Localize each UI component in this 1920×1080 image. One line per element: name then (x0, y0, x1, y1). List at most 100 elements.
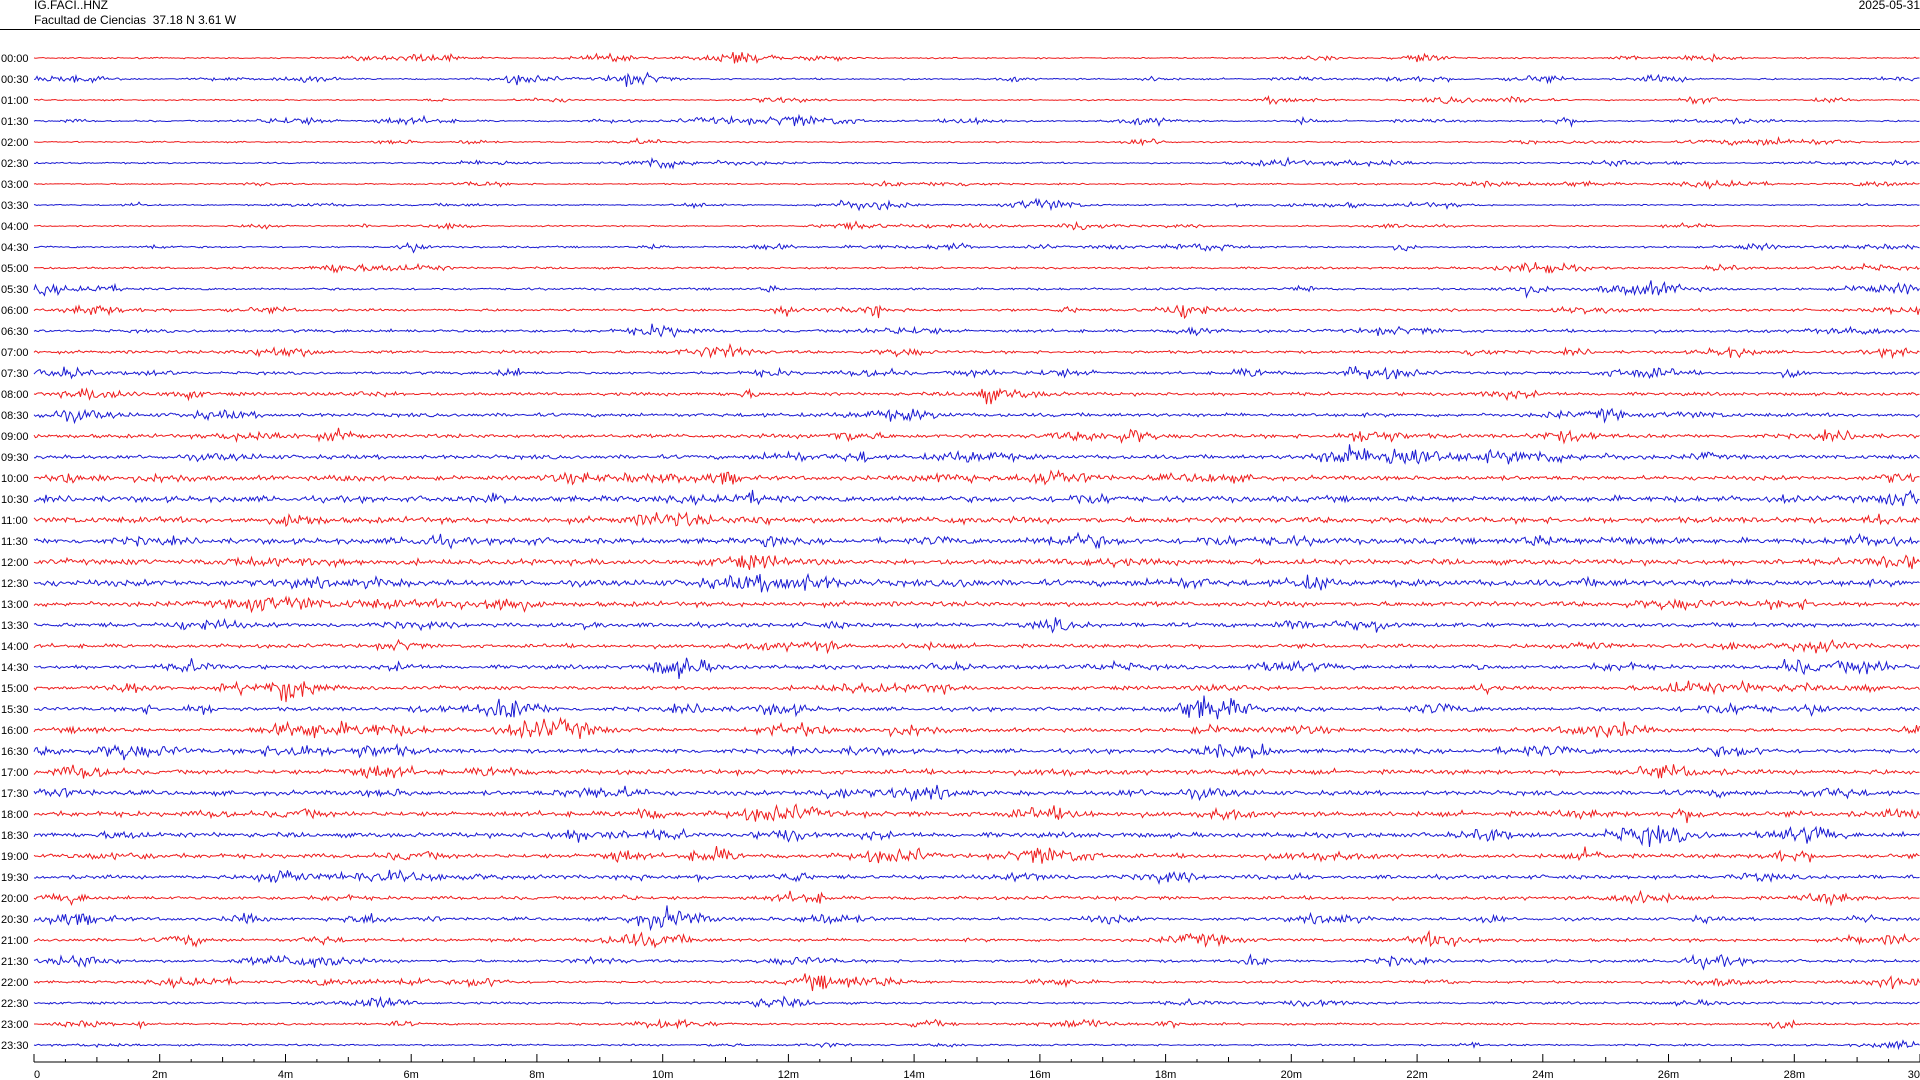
row-label: 20:30 (1, 914, 29, 926)
trace-0700 (33, 342, 1920, 360)
row-label: 14:00 (1, 641, 29, 653)
row-label: 03:00 (1, 179, 29, 191)
trace-2130 (33, 953, 1920, 971)
row-label: 02:30 (1, 158, 29, 170)
trace-0000 (33, 51, 1920, 65)
row-label: 16:30 (1, 746, 29, 758)
trace-1030 (33, 489, 1920, 507)
row-label: 04:30 (1, 242, 29, 254)
trace-0430 (33, 241, 1920, 254)
row-label: 15:00 (1, 683, 29, 695)
row-label: 18:30 (1, 830, 29, 842)
row-label: 07:30 (1, 368, 29, 380)
row-label: 05:30 (1, 284, 29, 296)
trace-group (33, 51, 1920, 1051)
trace-1100 (33, 511, 1920, 528)
trace-1800 (33, 803, 1920, 824)
row-label: 08:30 (1, 410, 29, 422)
row-label: 12:00 (1, 557, 29, 569)
trace-1730 (33, 784, 1920, 803)
row-label: 18:00 (1, 809, 29, 821)
x-tick-label: 28m (1784, 1069, 1805, 1080)
row-label: 04:00 (1, 221, 29, 233)
x-tick-label: 20m (1281, 1069, 1302, 1080)
row-label: 13:30 (1, 620, 29, 632)
trace-0030 (33, 71, 1920, 87)
trace-2000 (33, 889, 1920, 907)
record-date: 2025-05-31 (1858, 0, 1920, 12)
trace-0800 (33, 387, 1920, 405)
trace-0600 (33, 304, 1920, 320)
row-label: 19:00 (1, 851, 29, 863)
header: IG.FACI..HNZ Facultad de Ciencias 37.18 … (0, 0, 1920, 30)
row-label: 23:00 (1, 1019, 29, 1031)
row-label: 00:30 (1, 74, 29, 86)
row-label: 19:30 (1, 872, 29, 884)
row-label: 21:00 (1, 935, 29, 947)
trace-0100 (33, 94, 1920, 106)
trace-0630 (33, 323, 1920, 339)
row-label: 14:30 (1, 662, 29, 674)
row-label: 10:30 (1, 494, 29, 506)
x-tick-label: 24m (1532, 1069, 1553, 1080)
row-label: 00:00 (1, 53, 29, 65)
row-label: 17:00 (1, 767, 29, 779)
trace-0230 (33, 156, 1920, 170)
trace-2030 (33, 905, 1920, 932)
x-tick-label: 8m (529, 1069, 544, 1080)
x-tick-label: 2m (152, 1069, 167, 1080)
row-label: 09:00 (1, 431, 29, 443)
x-tick-label: 10m (652, 1069, 673, 1080)
trace-0900 (33, 427, 1920, 445)
trace-0330 (33, 197, 1920, 212)
x-tick-label: 4m (278, 1069, 293, 1080)
trace-1200 (33, 554, 1920, 571)
x-tick-label: 30 (1908, 1069, 1920, 1080)
trace-1230 (33, 572, 1920, 593)
trace-0300 (33, 179, 1920, 190)
row-label: 16:00 (1, 725, 29, 737)
row-label: 17:30 (1, 788, 29, 800)
row-label: 09:30 (1, 452, 29, 464)
x-tick-label: 0 (34, 1069, 40, 1080)
header-divider (0, 29, 1920, 30)
row-label: 10:00 (1, 473, 29, 485)
trace-1700 (33, 764, 1920, 780)
row-label: 12:30 (1, 578, 29, 590)
trace-1630 (33, 743, 1920, 761)
station-code: IG.FACI..HNZ (34, 0, 109, 12)
x-tick-label: 6m (404, 1069, 419, 1080)
row-label: 01:30 (1, 116, 29, 128)
trace-2300 (34, 1018, 1920, 1030)
trace-2100 (33, 929, 1920, 949)
row-label: 11:30 (1, 536, 28, 548)
row-label: 07:00 (1, 347, 29, 359)
row-label: 02:00 (1, 137, 29, 149)
row-label: 06:00 (1, 305, 29, 317)
trace-1330 (33, 617, 1920, 634)
trace-1000 (33, 469, 1920, 486)
trace-1600 (33, 716, 1920, 739)
trace-1500 (33, 679, 1920, 703)
row-label: 21:30 (1, 956, 29, 968)
trace-2330 (33, 1039, 1920, 1051)
trace-0130 (33, 113, 1920, 128)
trace-1830 (33, 825, 1920, 847)
trace-0730 (33, 366, 1920, 380)
x-axis: 0 2m 4m 6m 8m 10m 12m 14m 16m 18m 20m 22m 24m 26m 28m 3… (33, 1054, 1920, 1080)
row-label: 23:30 (1, 1040, 29, 1052)
row-label: 08:00 (1, 389, 29, 401)
row-label: 11:00 (1, 515, 28, 527)
row-label-group: 00:00 00:30 01:00 01:30 02:00 02:30 03:00 03:30… (1, 53, 29, 1052)
row-label: 05:00 (1, 263, 29, 275)
trace-1130 (33, 531, 1920, 550)
trace-1430 (33, 657, 1920, 679)
x-tick-label: 26m (1658, 1069, 1679, 1080)
trace-0400 (33, 220, 1920, 231)
trace-0200 (33, 135, 1920, 147)
x-tick-label: 16m (1029, 1069, 1050, 1080)
row-label: 03:30 (1, 200, 29, 212)
trace-0530 (33, 280, 1920, 299)
trace-1930 (33, 869, 1920, 885)
